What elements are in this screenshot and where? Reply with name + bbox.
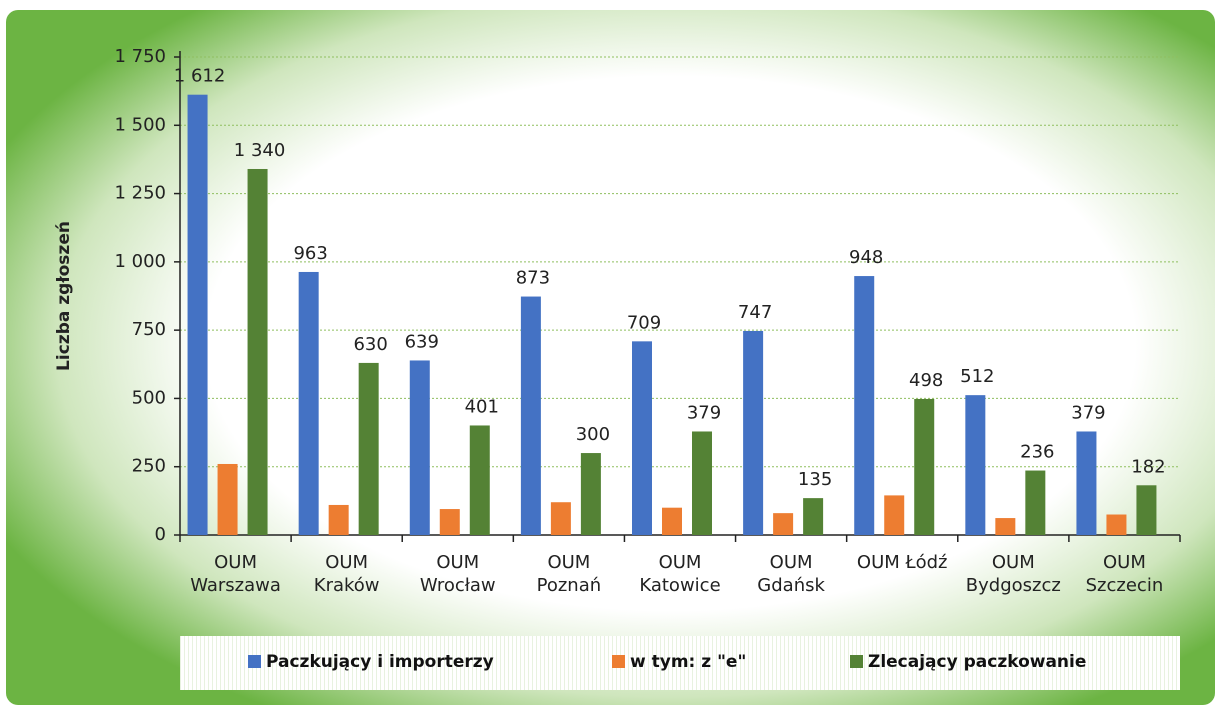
data-label: 512 xyxy=(960,366,994,387)
data-label: 379 xyxy=(687,402,721,423)
x-tick-label: OUM Kraków xyxy=(313,552,380,596)
y-tick-label: 0 xyxy=(155,524,166,545)
y-tick-label: 1 750 xyxy=(114,46,166,67)
bar xyxy=(217,463,238,535)
data-label: 963 xyxy=(293,243,327,264)
x-tick-label: OUM Gdańsk xyxy=(757,552,825,596)
data-label: 236 xyxy=(1020,442,1054,463)
bar xyxy=(1106,514,1127,535)
data-label: 401 xyxy=(465,396,499,417)
bar xyxy=(803,498,824,535)
data-label: 747 xyxy=(738,302,772,323)
bar xyxy=(580,453,601,535)
bar xyxy=(662,507,682,535)
x-tick-label: OUM Poznań xyxy=(536,552,602,596)
bar xyxy=(247,168,268,535)
data-label: 873 xyxy=(516,268,550,289)
legend-swatch xyxy=(850,655,863,668)
data-label: 498 xyxy=(909,370,943,391)
data-label: 630 xyxy=(353,334,387,355)
bar xyxy=(1136,485,1157,535)
data-label: 1 340 xyxy=(234,140,286,161)
y-tick-label: 1 250 xyxy=(114,183,166,204)
bar xyxy=(409,360,430,535)
bar xyxy=(358,362,379,535)
y-axis-title: Liczba zgłoszeń xyxy=(54,221,74,371)
y-tick-label: 500 xyxy=(132,387,166,408)
y-tick-label: 1 000 xyxy=(114,251,166,272)
bar xyxy=(520,296,541,535)
y-tick-label: 250 xyxy=(132,456,166,477)
bar xyxy=(469,425,490,535)
data-label: 182 xyxy=(1131,456,1165,477)
x-tick-label: OUM Katowice xyxy=(639,552,721,596)
data-label: 300 xyxy=(576,424,610,445)
bar xyxy=(328,504,349,535)
bar xyxy=(692,431,712,535)
bar xyxy=(995,518,1016,535)
legend-label: w tym: z "e" xyxy=(630,652,746,672)
x-tick-label: OUM Wrocław xyxy=(419,552,496,596)
bar xyxy=(550,502,571,535)
bar xyxy=(965,395,986,535)
bar xyxy=(1076,431,1097,535)
data-label: 379 xyxy=(1071,402,1105,423)
bar xyxy=(743,330,764,535)
legend-swatch xyxy=(248,655,261,668)
x-tick-label: OUM Szczecin xyxy=(1085,552,1164,596)
bar xyxy=(439,509,460,535)
bar xyxy=(187,94,208,535)
legend-swatch xyxy=(612,655,625,668)
bar xyxy=(1025,470,1046,535)
y-tick-label: 1 500 xyxy=(114,114,166,135)
data-label: 1 612 xyxy=(174,66,226,87)
x-tick-label: OUM Warszawa xyxy=(190,552,281,596)
bar xyxy=(884,495,905,535)
x-tick-label: OUM Łódź xyxy=(856,552,948,573)
data-label: 639 xyxy=(405,331,439,352)
bar xyxy=(773,513,794,535)
x-tick-label: OUM Bydgoszcz xyxy=(965,552,1061,596)
bar xyxy=(914,398,935,535)
legend-label: Paczkujący i importerzy xyxy=(266,652,494,672)
legend-box xyxy=(180,636,1180,690)
data-label: 135 xyxy=(798,469,832,490)
data-label: 709 xyxy=(627,312,661,333)
bar xyxy=(854,276,875,535)
bar xyxy=(632,341,652,535)
y-tick-label: 750 xyxy=(132,319,166,340)
bar xyxy=(298,271,319,535)
legend-label: Zlecający paczkowanie xyxy=(868,652,1086,672)
data-label: 948 xyxy=(849,247,883,268)
